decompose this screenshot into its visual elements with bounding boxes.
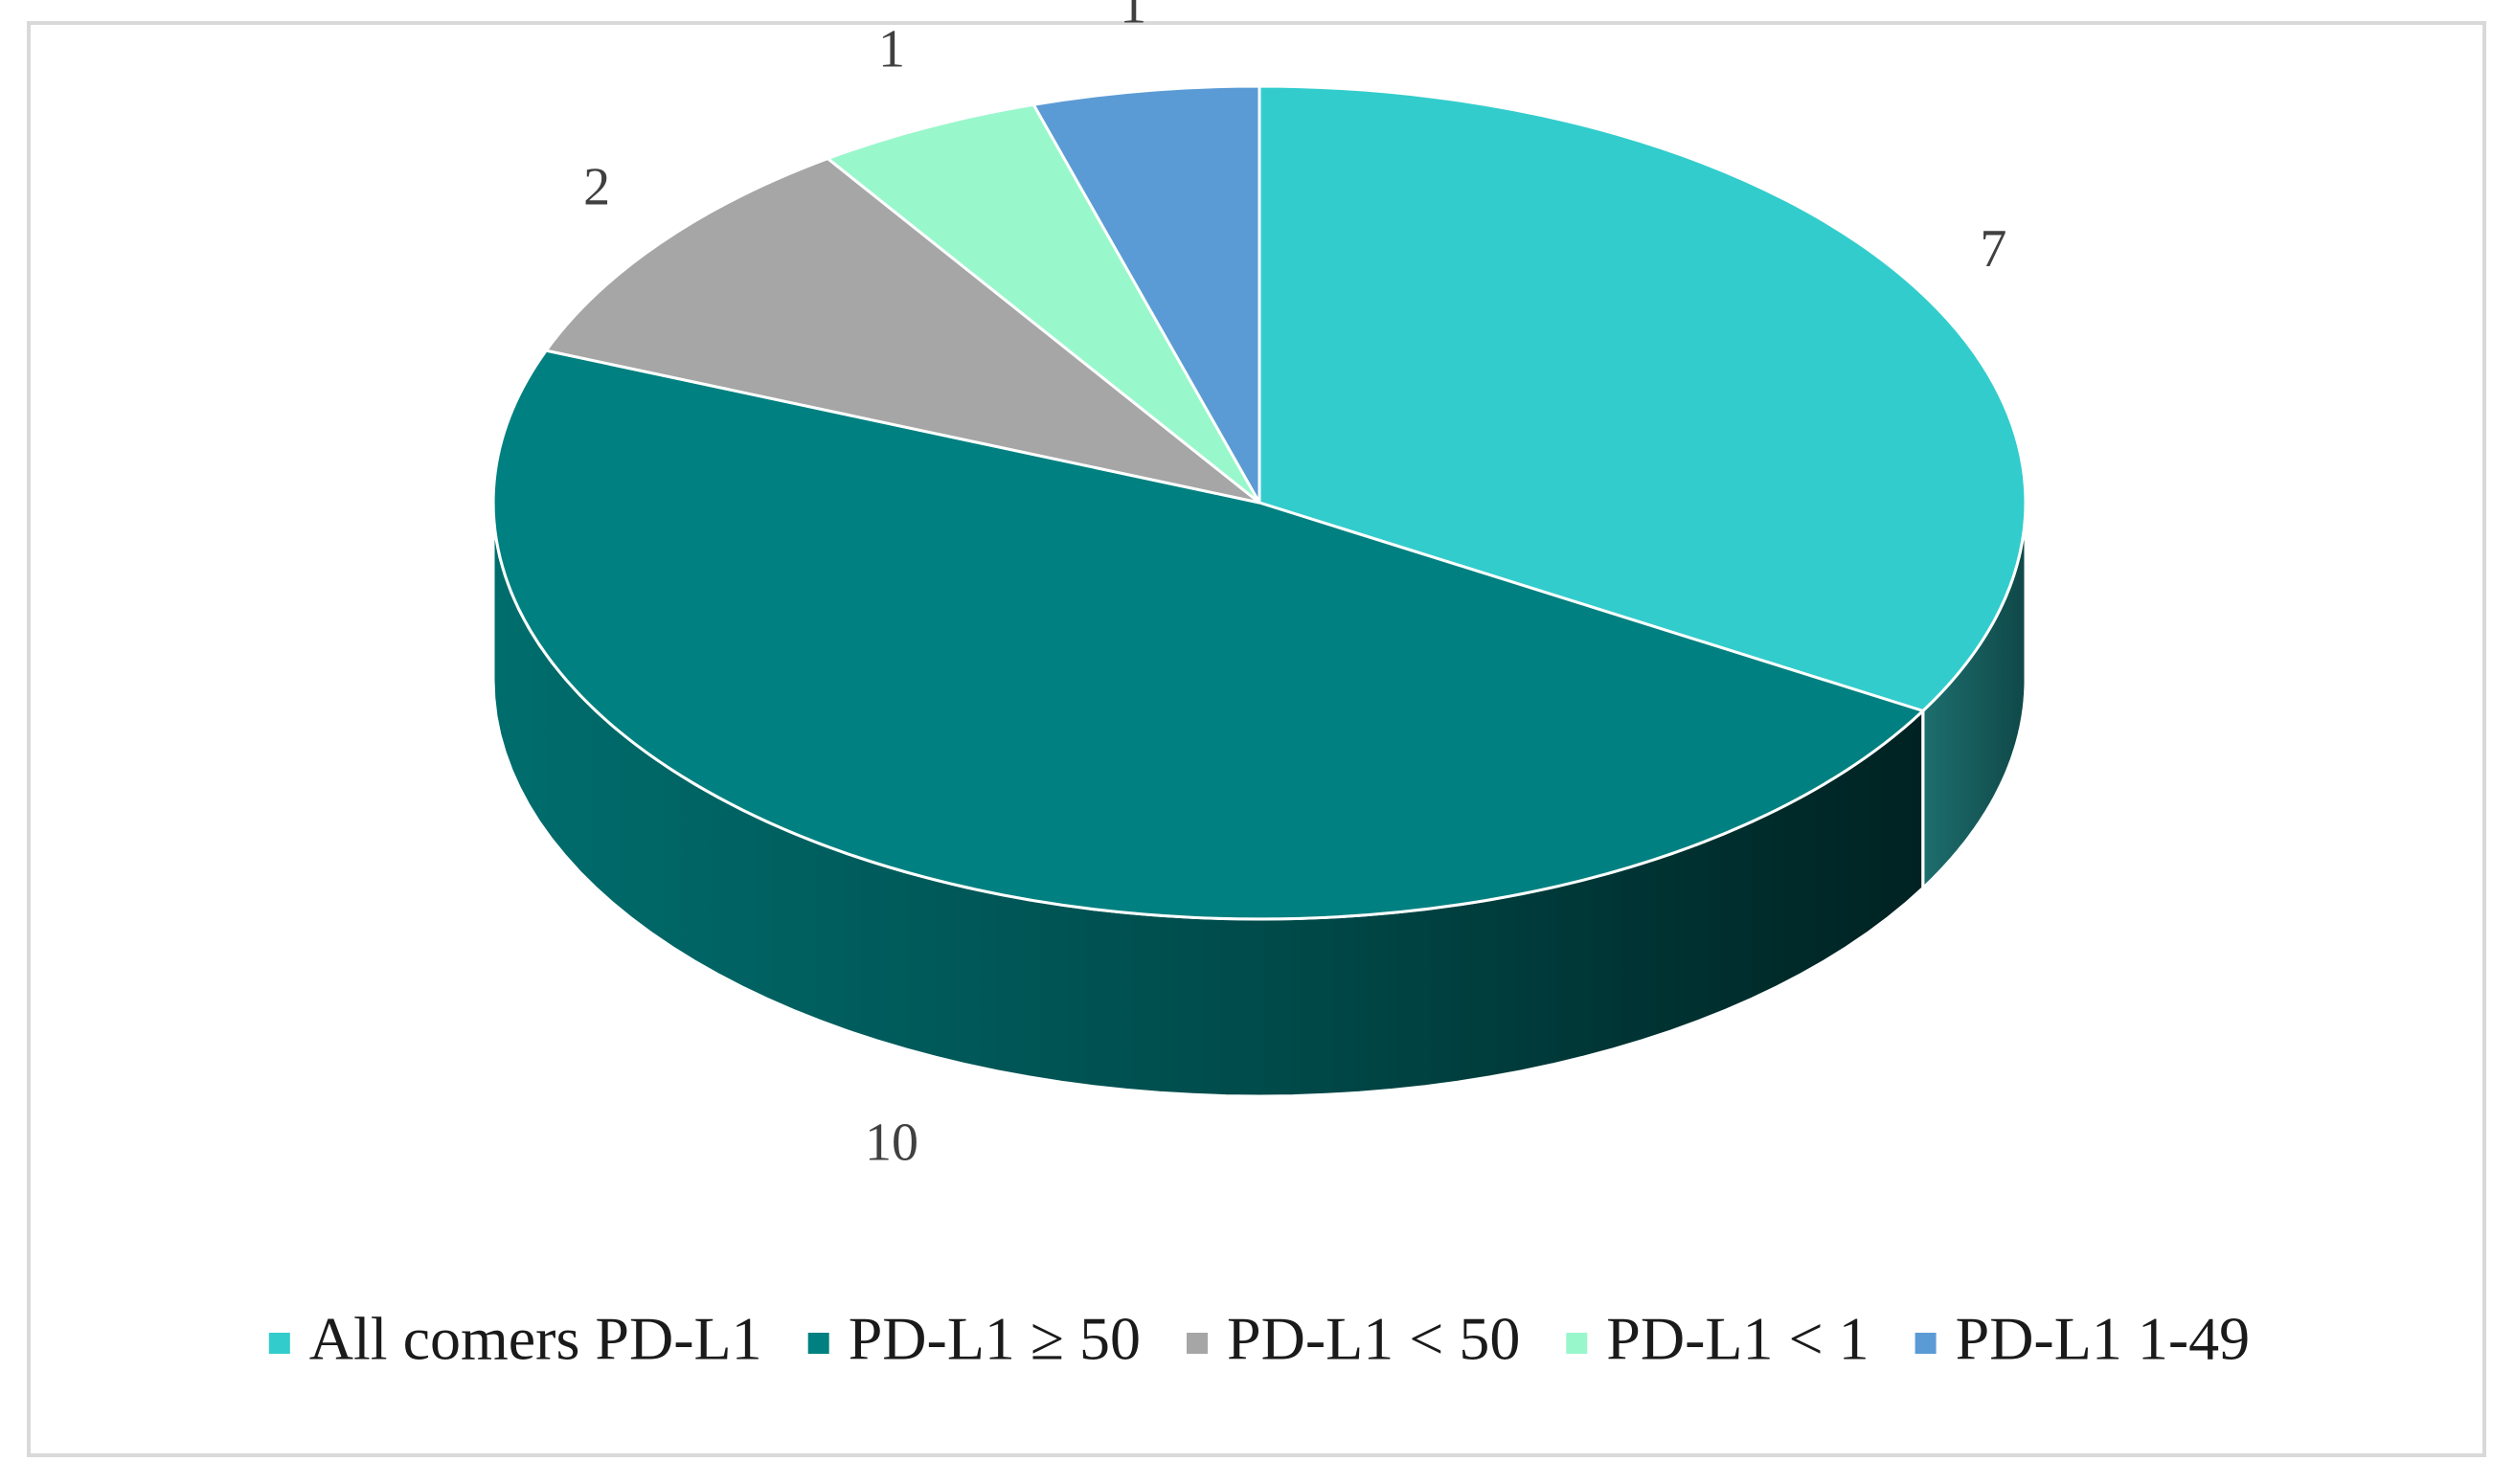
legend-swatch-pd-l1-1-49 (1915, 1333, 1937, 1354)
legend-swatch-pd-l1-1 (1566, 1333, 1588, 1354)
legend-item-pd-l1-50: PD-L1 < 50 (1187, 1305, 1520, 1373)
legend-item-pd-l1-1-49: PD-L1 1-49 (1915, 1305, 2251, 1373)
legend-item-pd-l1-50: PD-L1 ≥ 50 (807, 1305, 1141, 1373)
data-label-pd-l1-50: 2 (583, 158, 610, 217)
data-label-all-comers-pd-l1: 7 (1980, 219, 2006, 279)
legend-label-all-comers-pd-l1: All comers PD-L1 (309, 1305, 762, 1373)
slice-pd-l1-1-49 (1031, 84, 1261, 505)
legend-item-all-comers-pd-l1: All comers PD-L1 (268, 1305, 762, 1373)
slice-all-comers-pd-l1 (1258, 84, 2028, 712)
legend-swatch-all-comers-pd-l1 (268, 1333, 290, 1354)
data-label-pd-l1-1: 1 (878, 19, 905, 79)
legend-swatch-pd-l1-50 (807, 1333, 829, 1354)
legend-label-pd-l1-50: PD-L1 ≥ 50 (849, 1305, 1141, 1373)
legend-swatch-pd-l1-50 (1187, 1333, 1208, 1354)
data-label-pd-l1-1-49: 1 (1120, 0, 1146, 35)
legend-label-pd-l1-1-49: PD-L1 1-49 (1956, 1305, 2251, 1373)
legend-label-pd-l1-50: PD-L1 < 50 (1227, 1305, 1520, 1373)
slice-pd-l1-1 (826, 102, 1261, 505)
legend: All comers PD-L1 PD-L1 ≥ 50 PD-L1 < 50 PD-L… (268, 1305, 2251, 1373)
data-label-pd-l1-50: 10 (865, 1113, 918, 1172)
slice-pd-l1-50 (544, 157, 1261, 505)
legend-label-pd-l1-1: PD-L1 < 1 (1606, 1305, 1869, 1373)
pie-data-labels: 7 10 2 1 1 (583, 0, 2006, 1172)
legend-item-pd-l1-1: PD-L1 < 1 (1566, 1305, 1869, 1373)
pie-slices (491, 84, 2028, 921)
slice-pd-l1-50 (491, 349, 1925, 921)
